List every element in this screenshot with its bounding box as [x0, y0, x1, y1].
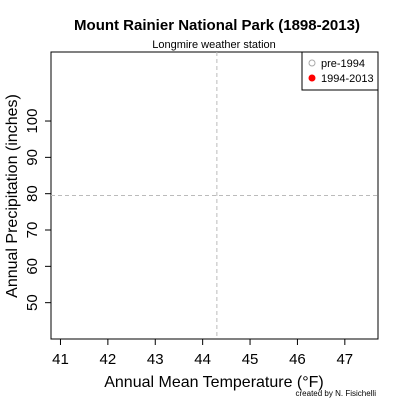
y-axis-ticks: 50 60 70 80 90 100 [24, 109, 51, 311]
x-axis-label: Annual Mean Temperature (°F) [104, 374, 324, 391]
x-tick-label: 42 [100, 351, 117, 368]
x-tick-label: 43 [147, 351, 164, 368]
x-tick-label: 47 [336, 351, 353, 368]
y-tick-label: 70 [24, 222, 41, 239]
x-tick-label: 44 [194, 351, 211, 368]
chart-subtitle: Longmire weather station [152, 39, 276, 51]
y-tick-label: 90 [24, 149, 41, 166]
legend-label-pre-1994: pre-1994 [321, 58, 365, 70]
chart-title: Mount Rainier National Park (1898-2013) [74, 17, 360, 34]
credit-text: created by N. Fisichelli [296, 389, 377, 398]
y-axis-label: Annual Precipitation (inches) [4, 94, 21, 298]
x-axis-ticks: 41 42 43 44 45 46 47 [52, 339, 353, 368]
y-tick-label: 50 [24, 294, 41, 311]
legend-box [301, 51, 379, 91]
y-tick-label: 100 [24, 109, 41, 134]
x-tick-label: 46 [289, 351, 306, 368]
x-tick-label: 45 [242, 351, 259, 368]
y-tick-label: 80 [24, 185, 41, 202]
legend-marker-pre-1994 [308, 59, 316, 67]
x-tick-label: 41 [52, 351, 69, 368]
y-tick-label: 60 [24, 258, 41, 275]
legend: pre-1994 1994-2013 [301, 51, 379, 91]
legend-marker-1994-2013 [308, 74, 316, 82]
legend-label-1994-2013: 1994-2013 [321, 73, 374, 85]
